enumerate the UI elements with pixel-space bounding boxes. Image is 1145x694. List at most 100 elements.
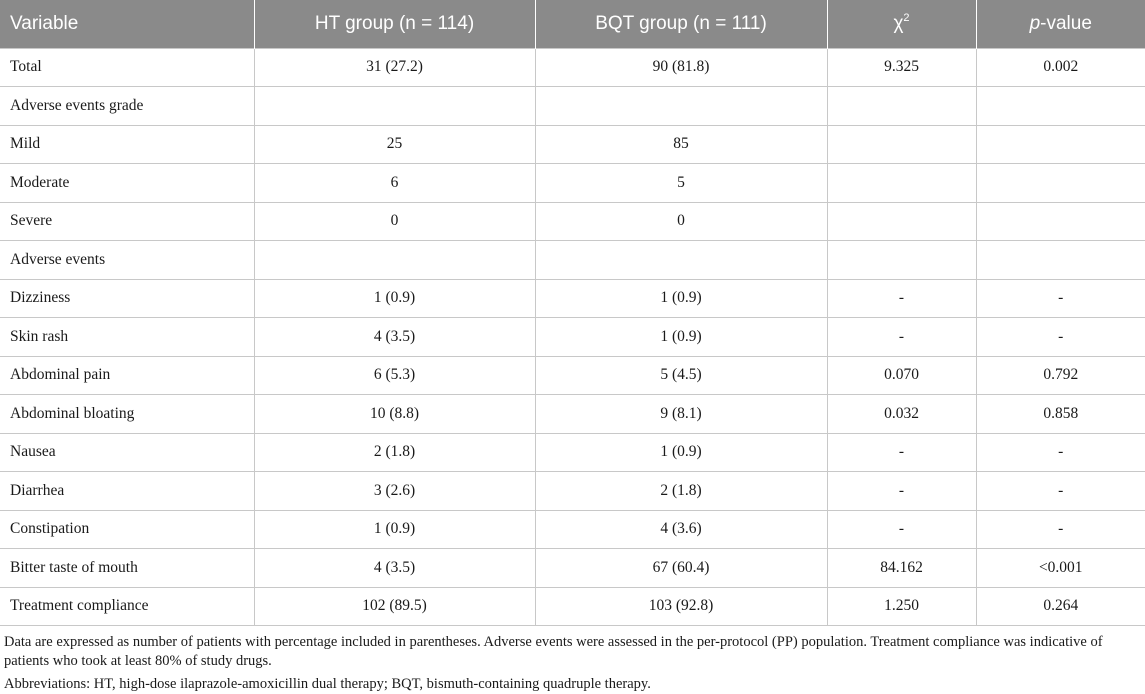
cell-ht-group: 102 (89.5) (253, 586, 536, 626)
table-row: Moderate 6 5 (0, 163, 1145, 203)
cell-variable: Abdominal pain (0, 355, 255, 395)
header-row: Variable HT group (n = 114) BQT group (n… (0, 0, 1145, 48)
table-row: Mild 25 85 (0, 124, 1145, 164)
cell-ht-group: 6 (253, 163, 536, 203)
cell-ht-group: 31 (27.2) (253, 47, 536, 87)
table-row: Nausea 2 (1.8) 1 (0.9) - - (0, 432, 1145, 472)
footnote-abbreviations: Abbreviations: HT, high-dose ilaprazole-… (4, 676, 651, 692)
cell-variable: Bitter taste of mouth (0, 548, 255, 588)
chi-superscript: 2 (903, 12, 910, 25)
cell-ht-group: 25 (253, 124, 536, 164)
cell-ht-group: 0 (253, 201, 536, 241)
table-row: Diarrhea 3 (2.6) 2 (1.8) - - (0, 471, 1145, 511)
header-p-value: p-value (975, 0, 1145, 48)
cell-chi-square (826, 240, 977, 280)
cell-ht-group: 4 (3.5) (253, 317, 536, 357)
cell-bqt-group: 5 (4.5) (534, 355, 828, 395)
cell-variable: Adverse events (0, 240, 255, 280)
cell-variable: Nausea (0, 432, 255, 472)
cell-variable: Diarrhea (0, 471, 255, 511)
table-row: Severe 0 0 (0, 201, 1145, 241)
header-chi-square: χ2 (826, 0, 976, 48)
cell-chi-square: 0.032 (826, 394, 977, 434)
cell-chi-square: - (826, 278, 977, 318)
cell-chi-square: 9.325 (826, 47, 977, 87)
cell-p-value: 0.002 (975, 47, 1145, 87)
header-ht-group: HT group (n = 114) (253, 0, 535, 48)
cell-chi-square: 1.250 (826, 586, 977, 626)
table-row: Abdominal bloating 10 (8.8) 9 (8.1) 0.032 0.… (0, 394, 1145, 434)
table-row: Adverse events (0, 240, 1145, 280)
cell-bqt-group: 1 (0.9) (534, 278, 828, 318)
chi-symbol: χ (893, 13, 904, 35)
cell-variable: Total (0, 47, 255, 87)
cell-p-value: - (975, 509, 1145, 549)
table-header: Variable HT group (n = 114) BQT group (n… (0, 0, 1145, 48)
cell-variable: Treatment compliance (0, 586, 255, 626)
cell-bqt-group: 67 (60.4) (534, 548, 828, 588)
cell-p-value (975, 86, 1145, 126)
cell-bqt-group: 1 (0.9) (534, 317, 828, 357)
cell-variable: Dizziness (0, 278, 255, 318)
cell-p-value: 0.792 (975, 355, 1145, 395)
cell-chi-square: - (826, 317, 977, 357)
table-body: Total 31 (27.2) 90 (81.8) 9.325 0.002 Adverse… (0, 47, 1145, 626)
cell-bqt-group: 1 (0.9) (534, 432, 828, 472)
p-value-suffix: -value (1040, 12, 1092, 34)
cell-p-value: - (975, 317, 1145, 357)
cell-bqt-group: 5 (534, 163, 828, 203)
table-row: Treatment compliance 102 (89.5) 103 (92.8)… (0, 586, 1145, 626)
table-row: Skin rash 4 (3.5) 1 (0.9) - - (0, 317, 1145, 357)
cell-bqt-group: 0 (534, 201, 828, 241)
cell-chi-square (826, 201, 977, 241)
cell-bqt-group: 90 (81.8) (534, 47, 828, 87)
cell-variable: Mild (0, 124, 255, 164)
cell-variable: Skin rash (0, 317, 255, 357)
header-bqt-group: BQT group (n = 111) (534, 0, 827, 48)
cell-variable: Severe (0, 201, 255, 241)
table-row: Bitter taste of mouth 4 (3.5) 67 (60.4) 84.… (0, 548, 1145, 588)
footnote-note: Data are expressed as number of patients… (4, 634, 1103, 669)
cell-chi-square (826, 163, 977, 203)
cell-ht-group: 1 (0.9) (253, 509, 536, 549)
cell-p-value: - (975, 278, 1145, 318)
cell-ht-group (253, 240, 536, 280)
cell-bqt-group: 2 (1.8) (534, 471, 828, 511)
cell-p-value: <0.001 (975, 548, 1145, 588)
cell-bqt-group: 9 (8.1) (534, 394, 828, 434)
cell-ht-group: 4 (3.5) (253, 548, 536, 588)
cell-p-value (975, 124, 1145, 164)
cell-p-value: 0.264 (975, 586, 1145, 626)
table-row: Abdominal pain 6 (5.3) 5 (4.5) 0.070 0.792 (0, 355, 1145, 395)
table-row: Constipation 1 (0.9) 4 (3.6) - - (0, 509, 1145, 549)
cell-chi-square: 84.162 (826, 548, 977, 588)
cell-variable: Moderate (0, 163, 255, 203)
cell-ht-group: 2 (1.8) (253, 432, 536, 472)
cell-chi-square: 0.070 (826, 355, 977, 395)
table-row: Total 31 (27.2) 90 (81.8) 9.325 0.002 (0, 47, 1145, 87)
cell-variable: Adverse events grade (0, 86, 255, 126)
cell-p-value: 0.858 (975, 394, 1145, 434)
cell-ht-group: 3 (2.6) (253, 471, 536, 511)
cell-chi-square (826, 124, 977, 164)
cell-chi-square: - (826, 509, 977, 549)
cell-p-value (975, 163, 1145, 203)
p-value-italic: p (1029, 12, 1041, 34)
cell-bqt-group (534, 86, 828, 126)
cell-ht-group: 10 (8.8) (253, 394, 536, 434)
cell-variable: Constipation (0, 509, 255, 549)
table-row: Adverse events grade (0, 86, 1145, 126)
header-variable: Variable (0, 0, 254, 48)
cell-chi-square: - (826, 471, 977, 511)
cell-variable: Abdominal bloating (0, 394, 255, 434)
cell-bqt-group: 85 (534, 124, 828, 164)
cell-p-value (975, 240, 1145, 280)
cell-p-value (975, 201, 1145, 241)
cell-ht-group: 1 (0.9) (253, 278, 536, 318)
cell-p-value: - (975, 471, 1145, 511)
cell-ht-group: 6 (5.3) (253, 355, 536, 395)
cell-chi-square: - (826, 432, 977, 472)
cell-chi-square (826, 86, 977, 126)
cell-p-value: - (975, 432, 1145, 472)
table-footnotes: Data are expressed as number of patients… (0, 626, 1145, 694)
